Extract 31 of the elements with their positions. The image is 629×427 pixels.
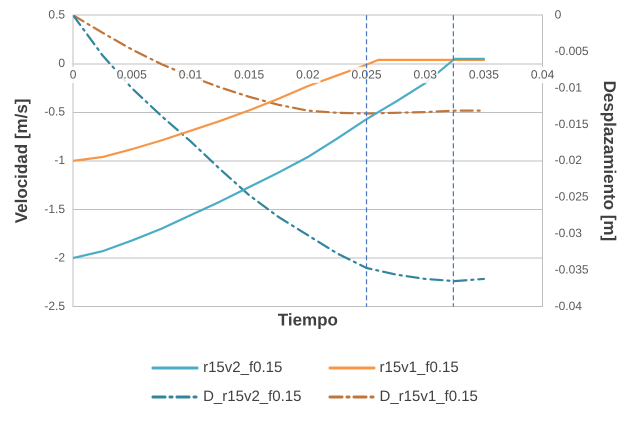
- x-tick-label: 0.005: [116, 67, 148, 82]
- y2-tick-label: -0.035: [554, 262, 589, 276]
- x-tick-label: 0.035: [468, 67, 500, 82]
- y-tick-label: -2: [54, 250, 66, 264]
- y-axis-title: Velocidad [m/s]: [12, 98, 31, 224]
- y-tick-label: 0.5: [48, 8, 66, 22]
- x-tick-label: 0: [70, 67, 77, 82]
- y-tick-label: -1: [54, 153, 66, 168]
- x-tick-label: 0.02: [296, 67, 320, 82]
- legend-label: D_r15v2_f0.15: [203, 388, 302, 405]
- x-tick-label: 0.03: [414, 67, 438, 82]
- x-tick-label: 0.015: [234, 67, 264, 82]
- y-tick-label: -2.5: [44, 298, 66, 313]
- x-tick-label: 0.04: [530, 67, 555, 82]
- y2-tick-label: 0: [554, 8, 562, 22]
- y-tick-label: 0: [58, 56, 66, 70]
- y2-tick-label: -0.03: [554, 226, 582, 240]
- y2-axis-title: Desplazamiento [m]: [600, 80, 620, 242]
- y2-tick-label: -0.015: [554, 116, 589, 131]
- legend-label: D_r15v1_f0.15: [380, 388, 478, 405]
- y2-tick-label: -0.04: [554, 298, 582, 313]
- x-axis-title: Tiempo: [278, 310, 338, 330]
- y2-tick-label: -0.025: [554, 190, 589, 204]
- y2-tick-label: -0.01: [554, 80, 582, 94]
- legend-label: r15v2_f0.15: [203, 359, 282, 376]
- y-tick-label: -1.5: [44, 202, 66, 216]
- y-tick-label: -0.5: [44, 104, 66, 119]
- y2-tick-label: -0.005: [554, 44, 589, 58]
- x-tick-label: 0.025: [352, 67, 382, 82]
- y2-tick-label: -0.02: [554, 153, 582, 168]
- legend-label: r15v1_f0.15: [380, 359, 459, 376]
